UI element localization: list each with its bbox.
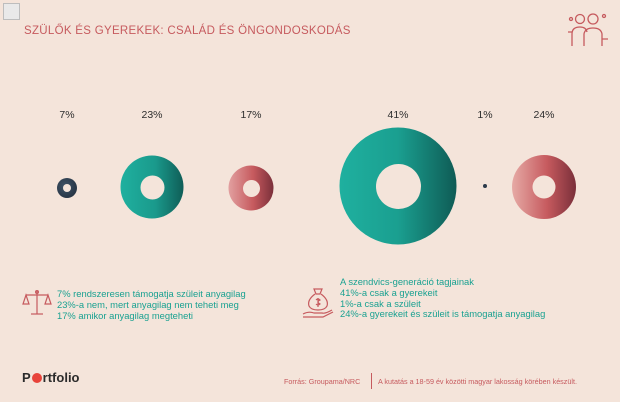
left-line-2: 23%-a nem, mert anyagilag nem teheti meg bbox=[57, 298, 239, 310]
family-icon bbox=[568, 13, 608, 46]
stat-ring-4 bbox=[339, 127, 457, 245]
source-note: Forrás: Groupama/NRC bbox=[284, 377, 361, 386]
stat-label-2: 23% bbox=[141, 109, 163, 121]
money-bag-hand-icon bbox=[302, 288, 334, 318]
stat-label-3: 17% bbox=[240, 109, 262, 121]
stat-ring-5 bbox=[483, 184, 487, 188]
footer-divider bbox=[371, 373, 372, 389]
logo-dot-icon bbox=[31, 372, 42, 383]
stat-ring-6 bbox=[512, 155, 576, 219]
left-line-3: 17% amikor anyagilag megteheti bbox=[57, 309, 194, 321]
right-line-2: 41%-a csak a gyerekeit bbox=[340, 286, 438, 298]
survey-note: A kutatás a 18-59 év közötti magyar lako… bbox=[378, 377, 577, 386]
stat-label-1: 7% bbox=[59, 109, 75, 121]
right-line-3: 1%-a csak a szüleit bbox=[340, 297, 421, 309]
stat-ring-2 bbox=[120, 155, 184, 219]
stat-label-5: 1% bbox=[477, 109, 493, 121]
left-line-1: 7% rendszeresen támogatja szüleit anyagi… bbox=[57, 288, 246, 299]
right-line-4: 24%-a gyerekeit és szüleit is támogatja … bbox=[340, 308, 546, 320]
stat-ring-3 bbox=[228, 165, 274, 211]
right-line-1: A szendvics-generáció tagjainak bbox=[340, 276, 474, 287]
stat-ring-1 bbox=[57, 178, 77, 198]
corner-toggle-button[interactable] bbox=[3, 3, 20, 20]
page-title: SZÜLŐK ÉS GYEREKEK: CSALÁD ÉS ÖNGONDOSKO… bbox=[24, 25, 351, 37]
left-text-block: 7% rendszeresen támogatja szüleit anyagi… bbox=[57, 288, 246, 321]
right-text-block: A szendvics-generáció tagjainak 41%-a cs… bbox=[340, 276, 546, 320]
stat-label-6: 24% bbox=[533, 109, 555, 121]
scale-icon bbox=[22, 289, 52, 315]
stat-label-4: 41% bbox=[387, 109, 409, 121]
